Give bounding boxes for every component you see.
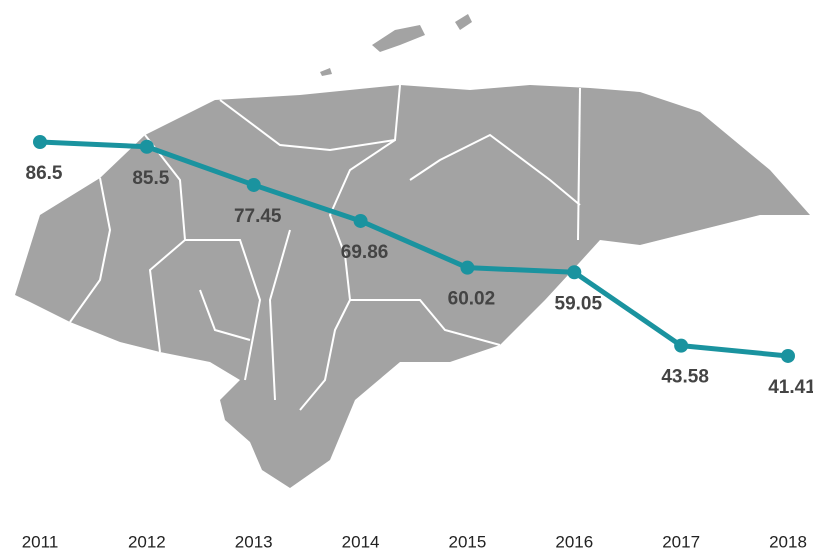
data-point	[139, 139, 154, 154]
x-tick-label: 2013	[235, 532, 273, 551]
plot-area: 2011 2012 2013 2014 2015 2016 2017 2018 86.5 85.5…	[22, 135, 813, 551]
data-line	[39, 139, 789, 359]
x-tick-label: 2018	[769, 532, 807, 551]
value-label: 86.5	[26, 163, 63, 184]
value-label: 60.02	[448, 289, 496, 310]
value-label: 41.41	[768, 377, 813, 398]
x-tick-label: 2015	[449, 532, 487, 551]
data-point	[674, 338, 689, 353]
value-label: 85.5	[132, 168, 169, 189]
x-tick-label: 2016	[555, 532, 593, 551]
data-point	[246, 177, 261, 192]
data-point	[33, 135, 47, 150]
x-tick-label: 2012	[128, 532, 166, 551]
x-tick-label: 2011	[22, 532, 59, 551]
value-label: 77.45	[234, 206, 282, 227]
value-label: 59.05	[555, 293, 603, 314]
x-tick-label: 2014	[342, 532, 380, 551]
data-point	[353, 213, 368, 228]
value-label: 43.58	[661, 367, 709, 388]
data-point	[567, 265, 582, 280]
x-tick-label: 2017	[662, 532, 700, 551]
data-point	[781, 348, 795, 363]
map-background	[15, 14, 810, 488]
value-label: 69.86	[341, 242, 389, 263]
data-point	[460, 260, 475, 275]
